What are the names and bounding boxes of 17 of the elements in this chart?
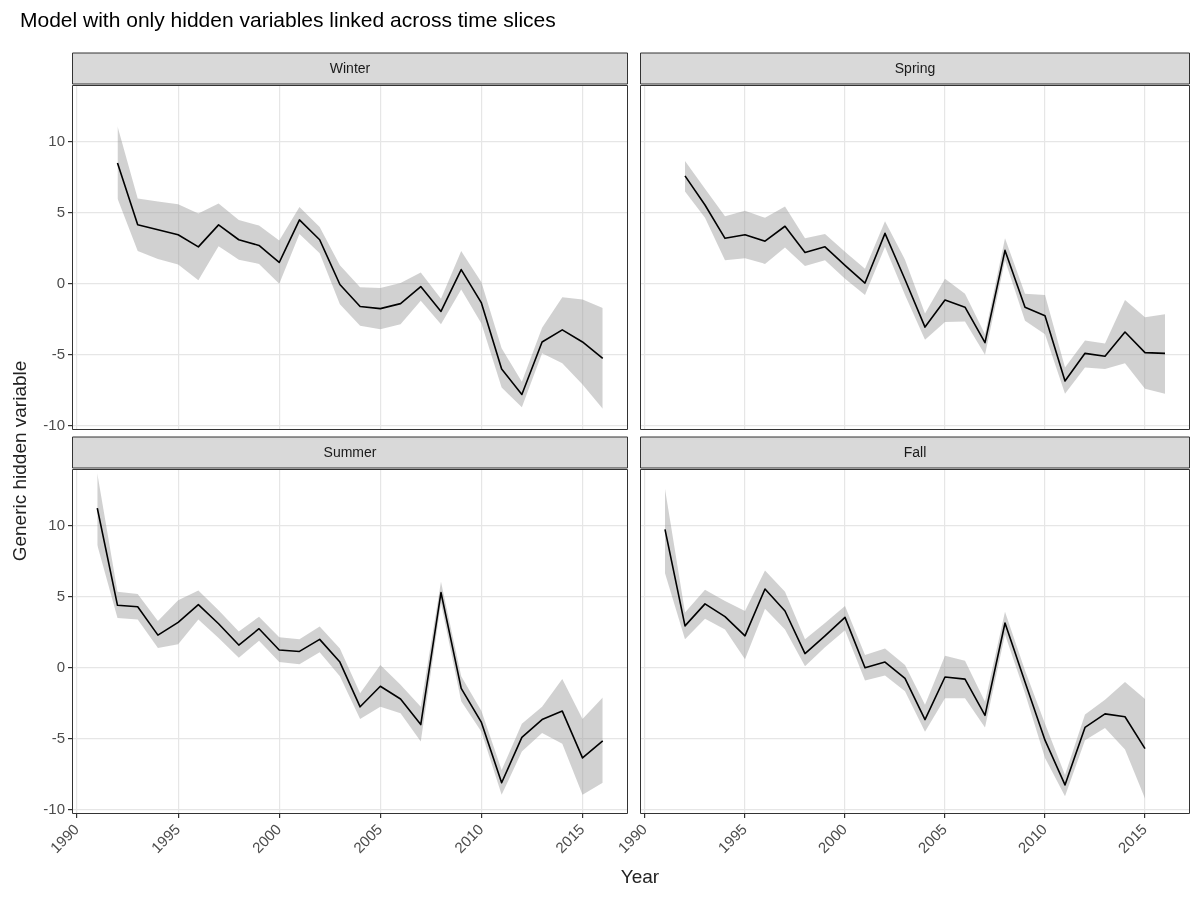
chart-title: Summer	[323, 443, 377, 460]
y-tick-label: 0	[56, 273, 65, 291]
y-tick-label: -5	[51, 344, 65, 362]
y-tick-label: 5	[56, 202, 65, 220]
chart-title: Winter	[329, 59, 371, 76]
y-tick-label: -5	[51, 728, 65, 746]
y-tick-label: -10	[43, 415, 65, 433]
y-axis-title: Generic hidden variable	[9, 359, 31, 564]
chart-title: Spring	[894, 59, 936, 76]
y-tick-label: 10	[48, 131, 65, 149]
y-tick-label: 5	[56, 586, 65, 604]
y-tick-label: 10	[48, 515, 65, 533]
x-axis-title: Year	[619, 866, 661, 888]
y-tick-label: -10	[43, 799, 65, 817]
chart-title: Fall	[903, 443, 927, 460]
y-tick-label: 0	[56, 657, 65, 675]
text: Model with only hidden variables linked across time slices	[20, 8, 556, 32]
